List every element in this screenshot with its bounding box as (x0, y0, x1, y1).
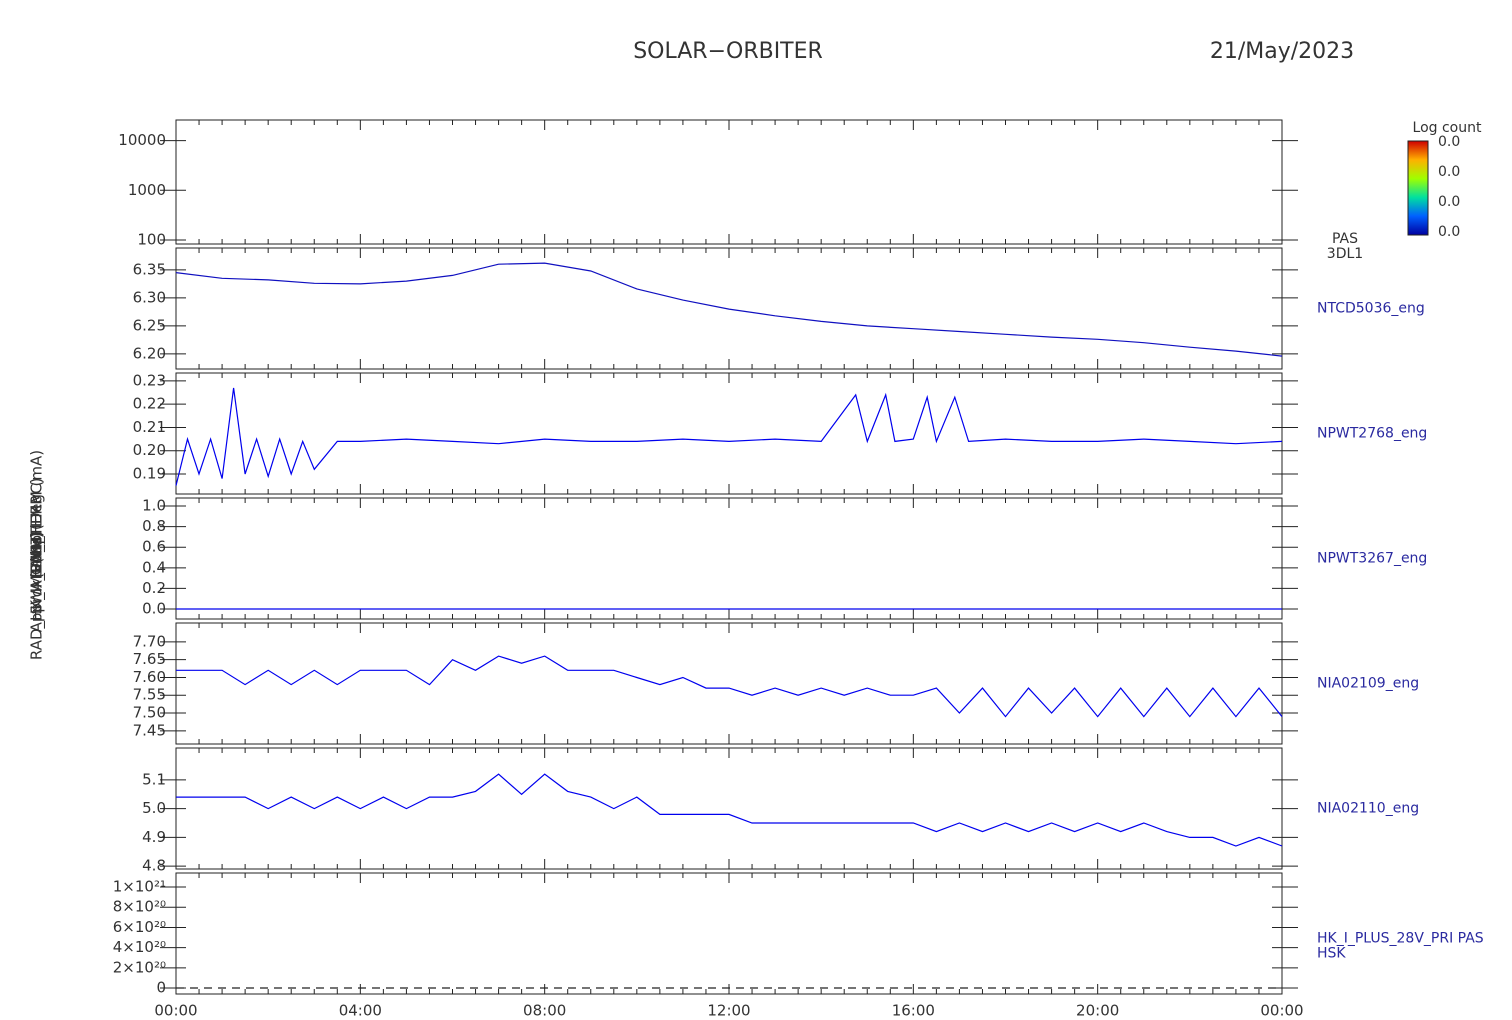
data-line (176, 655, 1283, 718)
panel-frame (175, 372, 1283, 495)
y-axis-label: (Volts) (28, 531, 46, 579)
y-axis-label: Approx Temp (DegC) (28, 478, 46, 633)
y-tick-label: 0.23 (133, 371, 166, 389)
panel-label: NTCD5036_eng (1317, 301, 1425, 317)
y-tick-label: 7.45 (133, 721, 166, 739)
y-tick-label: 7.60 (133, 668, 166, 686)
colorbar-title: Log count (1413, 120, 1482, 136)
x-tick-label: 20:00 (1076, 1002, 1119, 1020)
y-tick-label: 1000 (128, 181, 166, 199)
y-axis-label: SWA_EAS_TEMP (28, 496, 47, 615)
y-tick-label: 1×10²¹ (113, 878, 166, 896)
x-tick-label: 00:00 (154, 1002, 197, 1020)
panel-frame (175, 872, 1283, 995)
x-tick-label: 12:00 (707, 1002, 750, 1020)
colorbar-tick-label: 0.0 (1438, 194, 1460, 210)
y-tick-label: 2×10²⁰ (113, 958, 166, 976)
data-line (175, 262, 1283, 357)
y-tick-label: 6.35 (133, 260, 166, 278)
y-tick-label: 0.8 (142, 517, 166, 535)
y-tick-label: 8×10²⁰ (113, 898, 166, 916)
y-axis-label: RAD_HK_IMON_THERM (mA) (28, 450, 47, 660)
y-axis-label: E (eV) (28, 532, 46, 577)
y-tick-label: 5.0 (142, 799, 166, 817)
data-line (175, 387, 1283, 486)
y-tick-label: 100 (137, 230, 166, 248)
colorbar-tick-label: 0.0 (1438, 134, 1460, 150)
panel-label: 3DL1 (1327, 246, 1363, 262)
y-tick-label: 4.9 (142, 828, 166, 846)
y-tick-label: 6.20 (133, 344, 166, 362)
chart-title: SOLAR−ORBITER (633, 39, 823, 64)
panel-label: NIA02110_eng (1317, 801, 1419, 817)
y-tick-label: 7.55 (133, 686, 166, 704)
y-tick-label: 6.30 (133, 288, 166, 306)
x-tick-label: 08:00 (523, 1002, 566, 1020)
panel-label: NPWT3267_eng (1317, 551, 1427, 567)
date: 21/May/2023 (1210, 39, 1354, 64)
panel-label: HSK (1317, 946, 1346, 962)
y-tick-label: 6×10²⁰ (113, 918, 166, 936)
x-tick-label: 16:00 (892, 1002, 935, 1020)
y-tick-label: 0.20 (133, 441, 166, 459)
data-line (176, 773, 1283, 847)
y-tick-label: 7.70 (133, 632, 166, 650)
y-tick-label: 0.4 (142, 558, 166, 576)
y-axis-label: PWM (28, 537, 46, 574)
y-tick-label: 6.25 (133, 316, 166, 334)
panel-label: HK_I_PLUS_28V_PRI PAS (1317, 931, 1484, 947)
y-tick-label: 7.50 (133, 704, 166, 722)
panel-label: NIA02109_eng (1317, 676, 1419, 692)
y-tick-label: 0.2 (142, 579, 166, 597)
x-tick-label: 00:00 (1260, 1002, 1303, 1020)
x-tick-label: 04:00 (339, 1002, 382, 1020)
y-tick-label: 0.21 (133, 418, 166, 436)
y-tick-label: 0.19 (133, 464, 166, 482)
panel-frame (175, 497, 1283, 620)
y-tick-label: 5.1 (142, 770, 166, 788)
y-tick-label: 10000 (118, 131, 166, 149)
colorbar (1407, 140, 1429, 236)
colorbar-tick-label: 0.0 (1438, 224, 1460, 240)
panel-label: PAS (1332, 231, 1358, 247)
y-tick-label: 4.8 (142, 857, 166, 875)
panel-label: NPWT2768_eng (1317, 426, 1427, 442)
panel-frame (175, 747, 1283, 870)
panel-frame (175, 119, 1283, 245)
y-tick-label: 4×10²⁰ (113, 938, 166, 956)
y-tick-label: 7.65 (133, 650, 166, 668)
y-tick-label: 0.6 (142, 538, 166, 556)
y-axis-label: (Volts) (28, 531, 46, 579)
y-tick-label: 0.0 (142, 600, 166, 618)
colorbar-tick-label: 0.0 (1438, 164, 1460, 180)
panel-frame (175, 622, 1283, 745)
y-tick-label: 0.22 (133, 395, 166, 413)
y-tick-label: 1.0 (142, 497, 166, 515)
